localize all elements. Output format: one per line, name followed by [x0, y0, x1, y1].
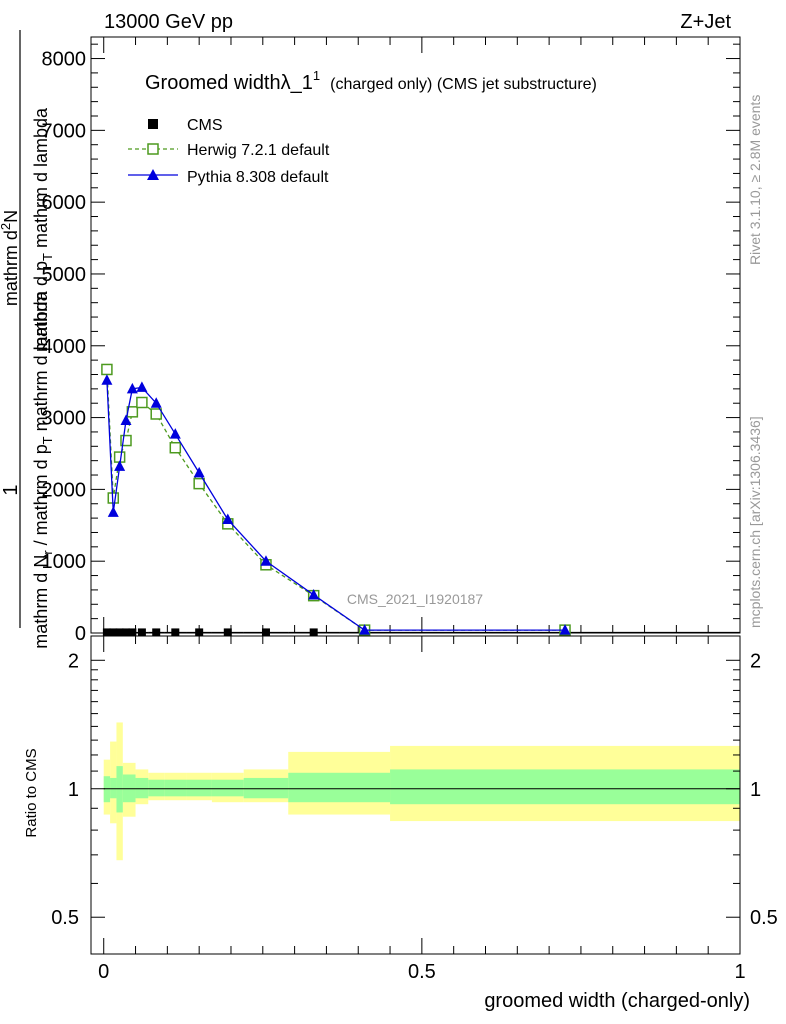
herwig-point — [169, 441, 182, 454]
legend-herwig-marker — [147, 143, 159, 155]
main-y-tick-label: 6000 — [42, 192, 87, 214]
ratio-inner-band — [186, 779, 212, 797]
ratio-y-label: Ratio to CMS — [23, 748, 40, 837]
main-y-tick-label: 3000 — [42, 408, 87, 430]
x-tick-label: 0.5 — [408, 961, 436, 983]
ratio-inner-band — [243, 777, 289, 799]
process-label: Z+Jet — [680, 11, 731, 33]
ratio-bands — [103, 722, 740, 861]
ratio-inner-band — [148, 779, 165, 797]
herwig-line — [106, 369, 566, 631]
cms-data-point — [309, 628, 318, 637]
main-y-tick-label: 8000 — [42, 49, 87, 71]
herwig-point — [150, 408, 162, 420]
pythia-point — [101, 374, 113, 385]
pythia-point — [169, 428, 181, 439]
pythia-point — [126, 382, 138, 394]
ratio-inner-band — [116, 766, 123, 813]
main-y-tick-label: 7000 — [42, 120, 87, 142]
analysis-watermark: CMS_2021_I1920187 — [347, 591, 483, 607]
ratio-x-ticks: 0 0.5 1 — [98, 636, 746, 983]
pythia-point — [107, 506, 119, 517]
energy-label: 13000 GeV pp — [104, 11, 233, 33]
pythia-line — [106, 380, 566, 631]
legend: CMS Herwig 7.2.1 default Pythia 8.308 de… — [128, 117, 330, 186]
plot-title-main: Groomed widthλ_1 — [145, 72, 313, 94]
pythia-point — [222, 513, 234, 525]
pythia-point — [136, 381, 148, 392]
ratio-y-tick-label-right: 2 — [750, 650, 761, 672]
herwig-point — [101, 363, 113, 376]
cms-data-point — [223, 628, 232, 637]
cms-data-point — [261, 628, 270, 637]
pythia-point — [150, 397, 162, 408]
cms-data-point — [152, 628, 161, 637]
plot-title-rest: (charged only) (CMS jet substructure) — [330, 76, 597, 93]
ratio-y-tick-label-right: 1 — [750, 779, 761, 801]
pythia-point — [559, 624, 571, 635]
y-label-top-line: mathrm d2N — [0, 210, 21, 306]
pythia-point — [359, 624, 371, 635]
legend-cms-label: CMS — [187, 117, 223, 134]
legend-pythia-label: Pythia 8.308 default — [187, 169, 329, 186]
cms-data-point — [102, 628, 111, 637]
rivet-label: Rivet 3.1.10, ≥ 2.8M events — [747, 95, 763, 265]
x-axis-label: groomed width (charged-only) — [484, 990, 750, 1012]
main-y-tick-label: 4000 — [42, 336, 87, 358]
herwig-point — [193, 477, 205, 490]
herwig-point — [136, 396, 148, 409]
cms-data-point — [121, 628, 130, 637]
cms-data-point — [195, 628, 204, 637]
pythia-point — [308, 588, 320, 600]
pythia-point — [260, 555, 272, 566]
main-y-tick-label: 1000 — [42, 551, 87, 573]
cms-data-point — [171, 628, 180, 637]
mcplots-label: mcplots.cern.ch [arXiv:1306.3436] — [747, 416, 763, 628]
ratio-y-tick-label: 2 — [68, 650, 79, 672]
cms-data-point — [137, 628, 146, 637]
ratio-y-ticks: 0.5 0.5 1 1 2 2 — [51, 650, 778, 929]
main-y-tick-label: 5000 — [42, 264, 87, 286]
ratio-y-tick-label: 0.5 — [51, 907, 79, 929]
y-label-one: 1 — [0, 484, 22, 495]
cms-data-point — [109, 628, 118, 637]
main-plot: 0 1000 2000 3000 4000 5000 6000 7000 8000 Groome… — [0, 30, 741, 649]
ratio-inner-band — [110, 777, 117, 799]
ratio-inner-band — [390, 769, 740, 805]
pythia-point — [120, 414, 132, 425]
plot-title: Groomed widthλ_11 (charged only) (CMS jet… — [145, 68, 597, 94]
ratio-inner-band — [164, 779, 187, 797]
main-plot-frame — [90, 36, 741, 634]
ratio-y-tick-label-right: 0.5 — [750, 907, 778, 929]
ratio-inner-band — [288, 772, 391, 803]
plot-title-sup: 1 — [313, 68, 320, 83]
cms-data-point — [115, 628, 124, 637]
pythia-point — [193, 466, 205, 478]
legend-cms-marker — [148, 119, 158, 129]
ratio-y-tick-label: 1 — [68, 779, 79, 801]
main-series-layer — [101, 363, 740, 637]
main-y-ticks: 0 1000 2000 3000 4000 5000 6000 7000 8000 — [42, 43, 740, 645]
main-y-axis-label: 1 mathrm d2N mathrm d pT mathrm d lambda… — [0, 30, 55, 649]
main-y-tick-label: 2000 — [42, 479, 87, 501]
ratio-plot: 0.5 0.51 12 2 0 0.5 1 Ratio to CMS — [23, 635, 778, 983]
ratio-plot-frame — [90, 635, 741, 955]
x-tick-label: 1 — [734, 961, 745, 983]
cms-data-point — [128, 628, 137, 637]
x-tick-label: 0 — [98, 961, 109, 983]
legend-pythia-marker — [147, 169, 159, 180]
ratio-inner-band — [211, 779, 244, 797]
pythia-point — [114, 460, 126, 471]
legend-herwig-label: Herwig 7.2.1 default — [187, 142, 330, 159]
ratio-inner-band — [135, 777, 149, 799]
main-y-tick-label: 0 — [75, 623, 86, 645]
herwig-point — [120, 434, 132, 447]
